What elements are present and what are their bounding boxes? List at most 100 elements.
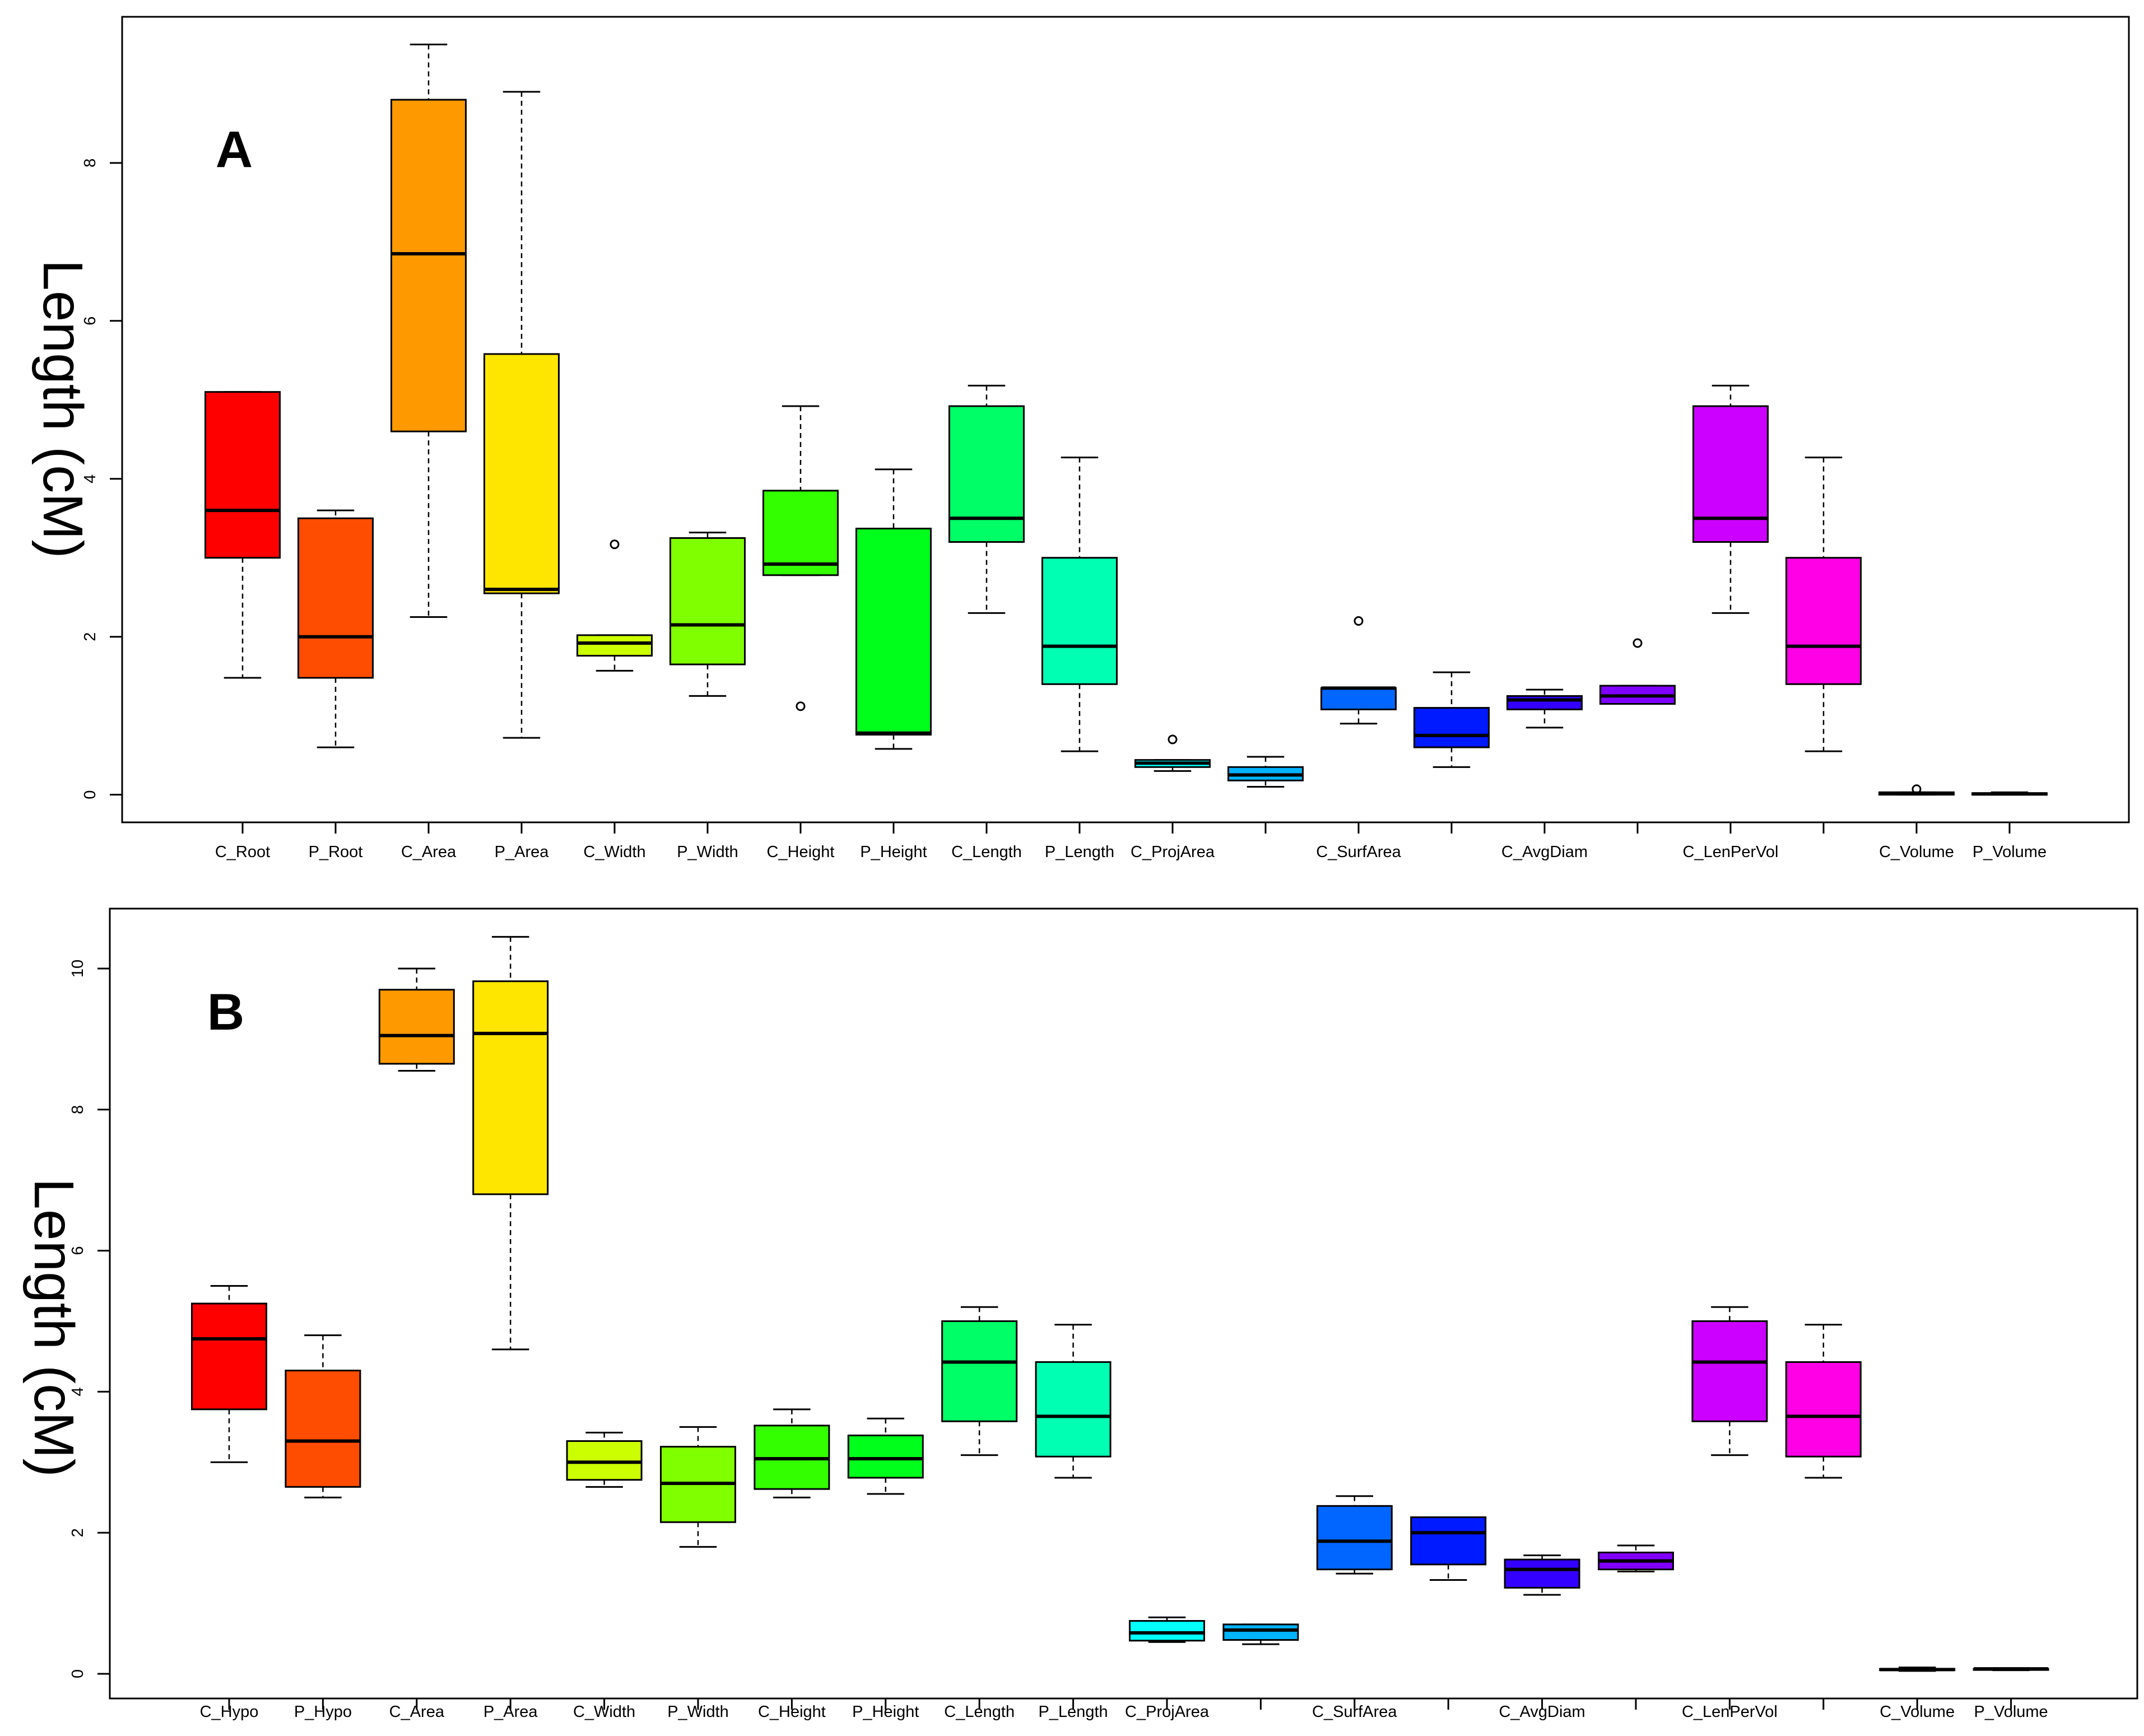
x-tick-label: P_Width — [667, 1703, 729, 1721]
box-c-avgdiam — [1504, 1554, 1580, 1596]
box-body — [1222, 1623, 1299, 1641]
x-tick-label: P_Volume — [1973, 843, 2047, 861]
box-body — [483, 353, 560, 594]
x-tick-label: P_Height — [860, 843, 927, 861]
box-body — [1785, 557, 1862, 685]
box-c-avgdiam — [1506, 688, 1583, 729]
x-tick-label: C_LenPerVol — [1683, 843, 1779, 861]
box-p-volume — [1971, 791, 2048, 796]
box-c-lenpervol — [1692, 384, 1769, 614]
box-c-surfarea — [1316, 1495, 1393, 1575]
outlier-point — [1912, 784, 1922, 794]
box-unlabeled-15 — [1599, 638, 1676, 705]
box-body — [669, 537, 746, 665]
outlier-point — [1633, 638, 1643, 648]
plot-frame — [121, 16, 2130, 823]
box-body — [1691, 1320, 1768, 1422]
box-c-height — [762, 405, 839, 711]
x-tick-label: C_Length — [951, 843, 1022, 861]
box-p-root — [297, 509, 374, 748]
x-tick-label: C_AvgDiam — [1501, 843, 1588, 861]
box-c-hypo — [191, 1285, 267, 1463]
box-body — [762, 490, 839, 576]
y-axis-title: Length (cM) — [31, 259, 94, 559]
x-tick-label: C_SurfArea — [1316, 843, 1401, 861]
panel-label: B — [207, 984, 244, 1041]
outlier-point — [1354, 616, 1364, 626]
x-tick-label: C_AvgDiam — [1499, 1703, 1585, 1721]
box-c-surfarea — [1320, 616, 1397, 725]
x-tick-label: C_Width — [583, 843, 645, 861]
x-tick-label: P_Area — [483, 1703, 538, 1721]
box-p-length — [1035, 1324, 1111, 1479]
box-body — [472, 980, 549, 1195]
box-unlabeled-13 — [1413, 671, 1490, 768]
x-tick-label: P_Hypo — [294, 1703, 352, 1721]
box-c-root — [204, 391, 281, 679]
box-p-area — [472, 936, 549, 1351]
box-c-area — [378, 967, 455, 1072]
x-tick-label: C_Height — [758, 1703, 826, 1721]
box-unlabeled-13 — [1410, 1516, 1487, 1581]
chart-panel-b: 0 2 4 6 8 10 Length (cM) B C_Hypo P_Hypo C_Area P_A… — [22, 907, 2138, 1721]
box-body — [1129, 1620, 1205, 1642]
box-body — [1785, 1361, 1862, 1458]
box-body — [1506, 695, 1583, 710]
box-p-width — [669, 532, 746, 697]
x-tick-label: C_ProjArea — [1131, 843, 1215, 861]
x-tick-label: P_Height — [852, 1703, 919, 1721]
box-body — [204, 391, 281, 559]
box-body — [855, 528, 932, 736]
box-unlabeled-11 — [1227, 756, 1304, 788]
box-c-width — [576, 539, 653, 672]
box-c-length — [941, 1306, 1018, 1456]
box-body — [191, 1302, 267, 1411]
box-body — [1035, 1361, 1111, 1458]
box-body — [1413, 707, 1490, 748]
x-tick-label: C_Root — [215, 843, 270, 861]
x-tick-label: C_Width — [573, 1703, 635, 1721]
plot-frame — [109, 907, 2138, 1700]
x-tick-label: P_Root — [309, 843, 363, 861]
outlier-point — [610, 539, 620, 550]
x-tick-label: C_Volume — [1880, 1703, 1955, 1721]
box-p-width — [660, 1426, 736, 1548]
y-tick-label: 6 — [81, 317, 99, 325]
box-unlabeled-17 — [1785, 457, 1862, 752]
outlier-point — [1168, 734, 1178, 744]
box-body — [1504, 1558, 1580, 1589]
x-tick-label: P_Length — [1039, 1703, 1108, 1721]
y-tick-label: 4 — [69, 1387, 87, 1396]
box-body — [948, 405, 1025, 543]
x-tick-label: C_ProjArea — [1125, 1703, 1210, 1721]
box-c-volume — [1879, 1667, 1956, 1672]
x-tick-label: C_Volume — [1879, 843, 1954, 861]
box-body — [1692, 405, 1769, 543]
y-tick-label: 6 — [69, 1246, 87, 1255]
x-tick-label: C_LenPerVol — [1682, 1703, 1778, 1721]
box-body — [390, 99, 467, 432]
box-unlabeled-15 — [1598, 1544, 1674, 1572]
y-tick-label: 0 — [69, 1669, 87, 1678]
box-p-height — [847, 1417, 924, 1495]
x-tick-label: C_Hypo — [200, 1703, 259, 1721]
box-c-length — [948, 384, 1025, 614]
box-c-projarea — [1129, 1616, 1205, 1643]
box-p-hypo — [285, 1334, 361, 1498]
y-tick-label: 0 — [81, 790, 99, 799]
x-tick-label: P_Width — [677, 843, 738, 861]
y-tick-label: 4 — [81, 474, 99, 483]
x-tick-label: C_Area — [401, 843, 457, 861]
box-body — [941, 1320, 1018, 1422]
box-p-height — [855, 468, 932, 750]
box-body — [576, 634, 653, 657]
box-c-height — [754, 1408, 830, 1498]
box-c-lenpervol — [1691, 1306, 1768, 1456]
y-tick-label: 8 — [81, 159, 99, 167]
y-tick-label: 2 — [69, 1528, 87, 1537]
x-tick-label: P_Area — [495, 843, 550, 861]
box-unlabeled-11 — [1222, 1623, 1299, 1645]
box-body — [297, 517, 374, 679]
box-c-volume — [1878, 784, 1955, 796]
